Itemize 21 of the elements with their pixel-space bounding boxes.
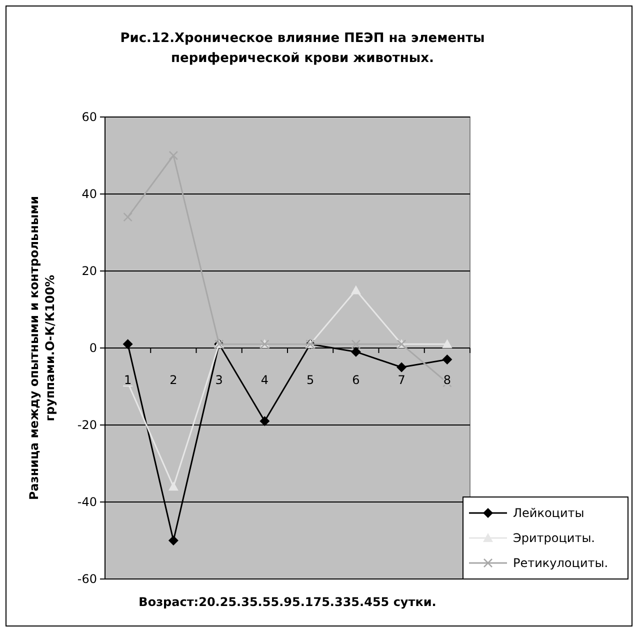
x-tick-label: 8	[443, 373, 452, 387]
chart-title: Рис.12.Хроническое влияние ПЕЭП на элементы периферической крови животных.	[120, 31, 485, 66]
x-tick-label: 3	[215, 373, 223, 387]
y-tick-label: 40	[82, 187, 97, 202]
y-tick-label: -60	[77, 572, 97, 586]
x-tick-label: 2	[170, 373, 178, 387]
y-tick-label: 20	[82, 264, 97, 278]
x-tick-label: 4	[260, 373, 269, 387]
legend-label: Ретикулоциты.	[513, 556, 608, 570]
legend-label: Эритроциты.	[513, 531, 595, 546]
x-tick-label: 6	[352, 373, 360, 387]
x-tick-label: 5	[306, 373, 314, 387]
x-tick-label: 1	[124, 373, 132, 387]
legend-label: Лейкоциты	[513, 506, 584, 520]
y-tick-label: 0	[89, 341, 97, 356]
y-tick-label: -20	[77, 418, 97, 432]
y-tick-label: -40	[77, 495, 97, 510]
y-tick-label: 60	[82, 110, 97, 124]
y-axis-title: Разница между опытными и контрольными группами.О-К/К100%	[27, 196, 57, 500]
x-axis-title: Возраст:20.25.35.55.95.175.335.455 сутки.	[138, 595, 436, 609]
x-tick-label: 7	[398, 373, 406, 387]
